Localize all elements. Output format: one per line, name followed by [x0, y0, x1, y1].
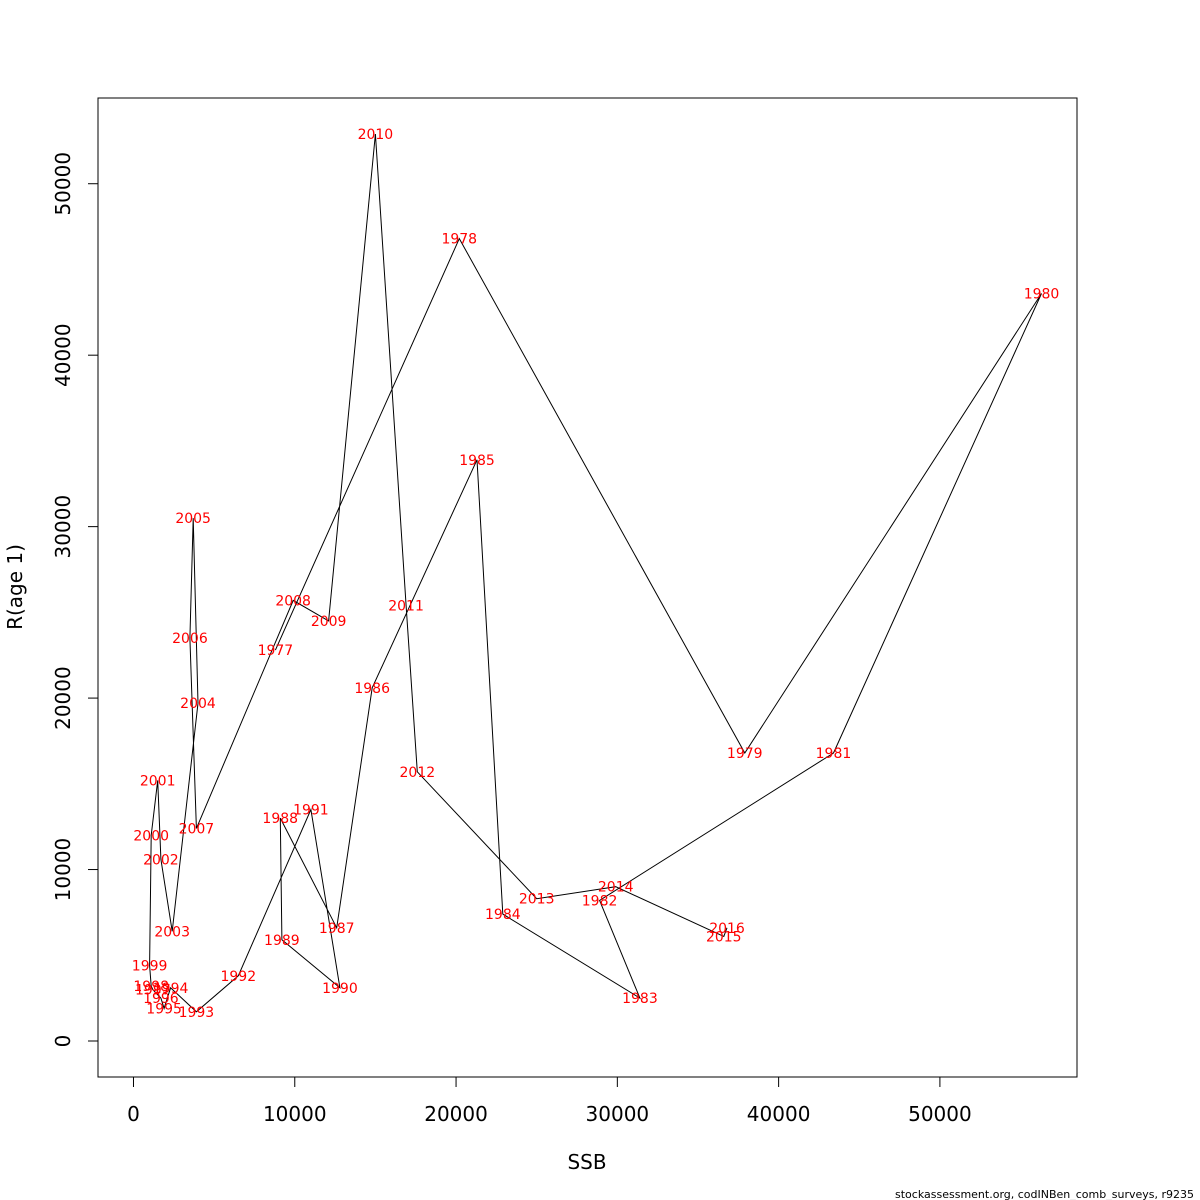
point-label-2013: 2013	[519, 892, 555, 908]
point-label-1977: 1977	[258, 643, 294, 659]
point-label-2012: 2012	[400, 765, 436, 781]
point-label-1985: 1985	[459, 453, 495, 469]
point-label-2011: 2011	[388, 599, 424, 615]
point-label-1978: 1978	[441, 232, 477, 248]
point-label-1994: 1994	[153, 981, 189, 997]
y-axis-title: R(age 1)	[3, 544, 27, 630]
point-label-1998: 1998	[133, 979, 169, 995]
x-tick-label: 50000	[908, 1102, 972, 1126]
point-label-2000: 2000	[133, 828, 169, 844]
point-label-1996: 1996	[143, 991, 179, 1007]
x-axis: 0 10000 20000 30000 40000 50000	[127, 1076, 972, 1126]
x-tick-label: 40000	[747, 1102, 811, 1126]
point-label-1993: 1993	[179, 1005, 215, 1021]
y-tick-label: 30000	[51, 495, 75, 559]
y-tick-label: 0	[51, 1035, 75, 1048]
x-axis-title: SSB	[567, 1150, 606, 1174]
point-label-1979: 1979	[727, 746, 763, 762]
point-label-1992: 1992	[220, 969, 256, 985]
y-axis: 0 10000 20000 30000 40000 50000	[51, 152, 99, 1048]
point-label-1999: 1999	[132, 959, 168, 975]
point-label-2005: 2005	[175, 511, 211, 527]
point-label-1981: 1981	[816, 746, 852, 762]
y-tick-label: 20000	[51, 666, 75, 730]
point-label-2014: 2014	[598, 880, 634, 896]
y-tick-label: 40000	[51, 323, 75, 387]
point-label-1982: 1982	[582, 893, 618, 909]
point-label-2003: 2003	[154, 924, 190, 940]
point-label-2001: 2001	[140, 773, 176, 789]
point-label-1990: 1990	[322, 981, 358, 997]
point-label-1989: 1989	[264, 933, 300, 949]
year-labels: 1977 1978 1979 1980 1981 1982 1983 1984 1985 1986…	[132, 127, 1060, 1021]
point-label-1991: 1991	[293, 803, 329, 819]
footnote: stockassessment.org, codINBen_comb_surve…	[895, 1188, 1194, 1200]
point-label-2015: 2015	[706, 929, 742, 945]
point-label-1987: 1987	[319, 921, 355, 937]
x-tick-label: 0	[127, 1102, 140, 1126]
point-label-2002: 2002	[143, 852, 179, 868]
point-label-2009: 2009	[311, 614, 347, 630]
point-label-2007: 2007	[179, 821, 215, 837]
x-tick-label: 20000	[424, 1102, 488, 1126]
point-label-2016: 2016	[709, 921, 745, 937]
point-label-2010: 2010	[358, 127, 394, 143]
point-label-1997: 1997	[135, 983, 171, 999]
x-tick-label: 10000	[263, 1102, 327, 1126]
point-label-2006: 2006	[172, 631, 208, 647]
recruitment-path-line	[149, 133, 1042, 1013]
point-label-1980: 1980	[1024, 286, 1060, 302]
point-label-1988: 1988	[262, 811, 298, 827]
y-tick-label: 50000	[51, 152, 75, 216]
y-tick-label: 10000	[51, 838, 75, 902]
point-label-1986: 1986	[354, 681, 390, 697]
point-label-1983: 1983	[622, 991, 658, 1007]
x-tick-label: 30000	[586, 1102, 650, 1126]
point-label-1995: 1995	[146, 1001, 182, 1017]
point-label-1984: 1984	[485, 907, 521, 923]
plot-frame	[97, 97, 1078, 1078]
point-label-2004: 2004	[180, 696, 216, 712]
point-label-2008: 2008	[275, 593, 311, 609]
